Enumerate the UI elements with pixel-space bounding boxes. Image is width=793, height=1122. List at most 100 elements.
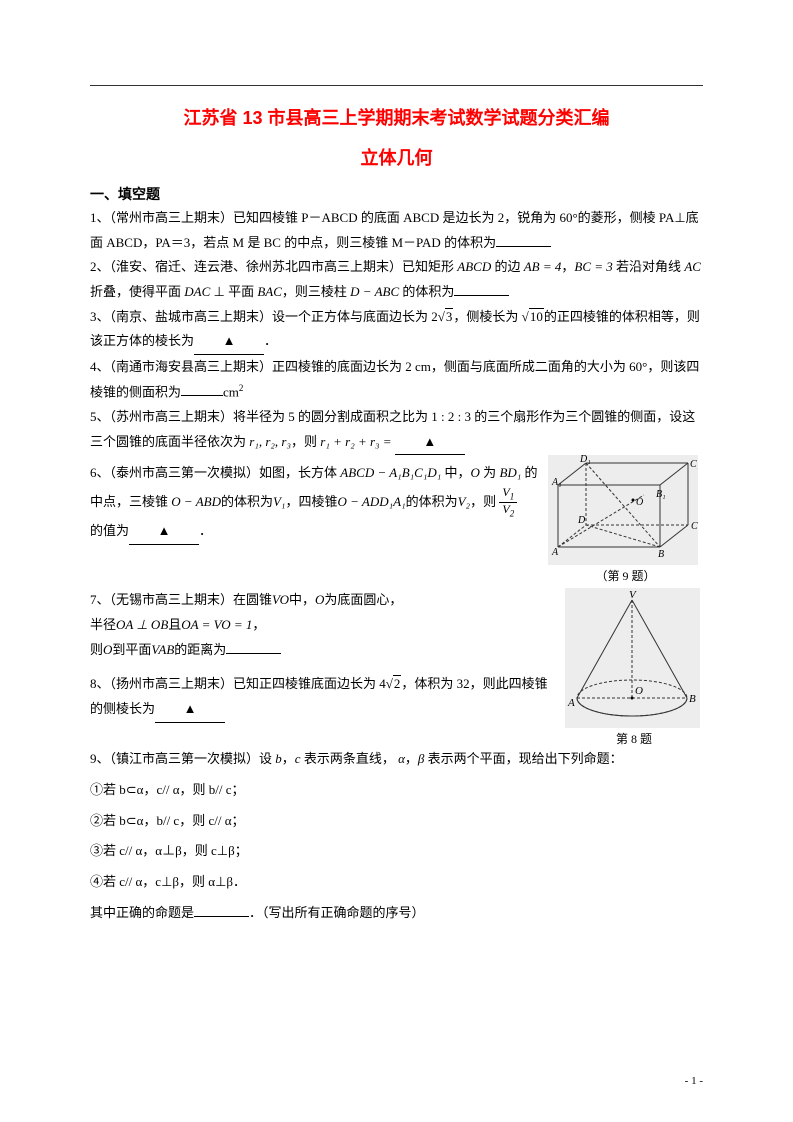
m: V₁ xyxy=(273,494,285,509)
q1-text: 1、（常州市高三上期末）已知四棱锥 P－ABCD 的底面 ABCD 是边长为 2… xyxy=(90,210,699,250)
m: α xyxy=(398,751,405,766)
t: 折叠，使得平面 xyxy=(90,284,184,299)
t: 7、（无锡市高三上期末）在圆锥 xyxy=(90,592,272,607)
question-5: 5、（苏州市高三上期末）将半径为 5 的圆分割成面积之比为 1 : 2 : 3 … xyxy=(90,405,703,455)
proposition-1: ①若 b⊂α，c// α，则 b// c； xyxy=(90,778,703,803)
m: O xyxy=(471,465,480,480)
m: D − ABC xyxy=(350,284,399,299)
svg-text:O: O xyxy=(635,685,643,697)
blank xyxy=(226,640,281,654)
svg-text:B₁: B₁ xyxy=(656,489,666,500)
t: 8、（扬州市高三上期末）已知正四棱锥底面边长为 xyxy=(90,676,376,691)
t: ⊥ 平面 xyxy=(210,284,257,299)
t: 的体积为 xyxy=(406,494,458,509)
figure-9: A₁ B₁ C₁ D₁ A B C D O （第 9 题） xyxy=(548,455,703,584)
t: ，则 xyxy=(470,494,499,509)
t: 则 xyxy=(90,642,103,657)
t: ， xyxy=(561,259,574,274)
t: 表示两个平面，现给出下列命题： xyxy=(424,751,622,766)
blank xyxy=(454,282,509,296)
svg-text:D₁: D₁ xyxy=(579,455,591,465)
t: 半径 xyxy=(90,617,116,632)
figure-8-caption: 第 8 题 xyxy=(565,730,703,747)
m: ABCD − A₁B₁C₁D₁ xyxy=(340,465,441,480)
unit: cm xyxy=(223,384,239,399)
t: ， xyxy=(282,751,295,766)
t: ，则 xyxy=(291,434,317,449)
t: ， xyxy=(252,617,265,632)
m: OA = VO = 1 xyxy=(181,617,252,632)
m: VAB xyxy=(151,642,174,657)
proposition-3: ③若 c// α，α⊥β，则 c⊥β； xyxy=(90,839,703,864)
t: 且 xyxy=(168,617,181,632)
m: O xyxy=(103,642,112,657)
figure-9-caption: （第 9 题） xyxy=(548,567,703,584)
fraction-v1v2: V1V2 xyxy=(499,486,517,520)
cone-diagram: V A B O xyxy=(565,588,700,728)
m: O − ADD₁A₁ xyxy=(337,494,405,509)
t: 5、（苏州市高三上期末）将半径为 5 的圆分割成面积之比为 1 : 2 : 3 … xyxy=(90,409,695,449)
m: VO xyxy=(272,592,289,607)
t: 的边 xyxy=(491,259,524,274)
question-2: 2、（淮安、宿迁、连云港、徐州苏北四市高三上期末）已知矩形 ABCD 的边 AB… xyxy=(90,255,703,304)
question-9: 9、（镇江市高三第一次模拟）设 b，c 表示两条直线， α，β 表示两个平面，现… xyxy=(90,747,703,772)
blank-triangle: ▲ xyxy=(129,519,199,545)
t: 的距离为 xyxy=(174,642,226,657)
main-title: 江苏省 13 市县高三上学期期末考试数学试题分类汇编 xyxy=(90,104,703,130)
t: 3、（南京、盐城市高三上期末）设一个正方体与底面边长为 xyxy=(90,309,428,324)
proposition-2: ②若 b⊂α，b// c，则 c// α； xyxy=(90,809,703,834)
m: O − ABD xyxy=(171,494,221,509)
figure-8: V A B O 第 8 题 xyxy=(565,588,703,747)
m: BC = 3 xyxy=(574,259,612,274)
m: OA ⊥ OB xyxy=(116,617,168,632)
m: AC xyxy=(684,259,701,274)
svg-text:A: A xyxy=(551,547,559,558)
svg-text:C: C xyxy=(691,521,698,532)
t: 若沿对角线 xyxy=(613,259,685,274)
m: BAC xyxy=(257,284,282,299)
t: 表示两条直线， xyxy=(301,751,395,766)
m: r₁, r₂, r₃ xyxy=(249,434,291,449)
conclusion: 其中正确的命题是 ．（写出所有正确命题的序号） xyxy=(90,901,703,926)
svg-text:A₁: A₁ xyxy=(551,477,562,488)
t: 中， xyxy=(289,592,315,607)
sqrt-10: 10 xyxy=(529,308,544,324)
m: O xyxy=(315,592,324,607)
svg-text:B: B xyxy=(689,693,696,705)
t: ．（写出所有正确命题的序号） xyxy=(249,905,425,920)
t: 的体积为 xyxy=(221,494,273,509)
sub-title: 立体几何 xyxy=(90,144,703,170)
t: ，则三棱柱 xyxy=(282,284,350,299)
t: 9、（镇江市高三第一次模拟）设 xyxy=(90,751,275,766)
t: ，侧棱长为 xyxy=(453,309,518,324)
question-4: 4、（南通市海安县高三上期末）正四棱锥的底面边长为 2 cm，侧面与底面所成二面… xyxy=(90,355,703,405)
t: 为底面圆心， xyxy=(324,592,402,607)
svg-text:C₁: C₁ xyxy=(690,459,698,470)
m: AB = 4 xyxy=(524,259,562,274)
t: 中， xyxy=(441,465,470,480)
section-header: 一、填空题 xyxy=(90,184,703,204)
m: V₂ xyxy=(458,494,470,509)
blank-triangle: ▲ xyxy=(395,430,465,456)
question-1: 1、（常州市高三上期末）已知四棱锥 P－ABCD 的底面 ABCD 是边长为 2… xyxy=(90,206,703,255)
t: ， xyxy=(405,751,418,766)
page-number: - 1 - xyxy=(685,1075,703,1087)
t: 的体积为 xyxy=(399,284,454,299)
t: 到平面 xyxy=(112,642,151,657)
m: BD₁ xyxy=(499,465,521,480)
m: ABCD xyxy=(457,259,491,274)
m: r₁ + r₂ + r₃ = xyxy=(320,434,391,449)
t: 为 xyxy=(480,465,500,480)
blank xyxy=(194,903,249,917)
svg-text:O: O xyxy=(636,497,643,508)
question-3: 3、（南京、盐城市高三上期末）设一个正方体与底面边长为 2√3，侧棱长为 √10… xyxy=(90,305,703,355)
t: 2、（淮安、宿迁、连云港、徐州苏北四市高三上期末）已知矩形 xyxy=(90,259,457,274)
svg-text:B: B xyxy=(658,549,664,560)
svg-text:D: D xyxy=(577,515,586,526)
t: 的值为 xyxy=(90,523,129,538)
proposition-4: ④若 c// α，c⊥β，则 α⊥β． xyxy=(90,870,703,895)
blank xyxy=(181,382,223,396)
t: 6、（泰州市高三第一次模拟）如图，长方体 xyxy=(90,465,340,480)
t: 其中正确的命题是 xyxy=(90,905,194,920)
blank xyxy=(496,233,551,247)
